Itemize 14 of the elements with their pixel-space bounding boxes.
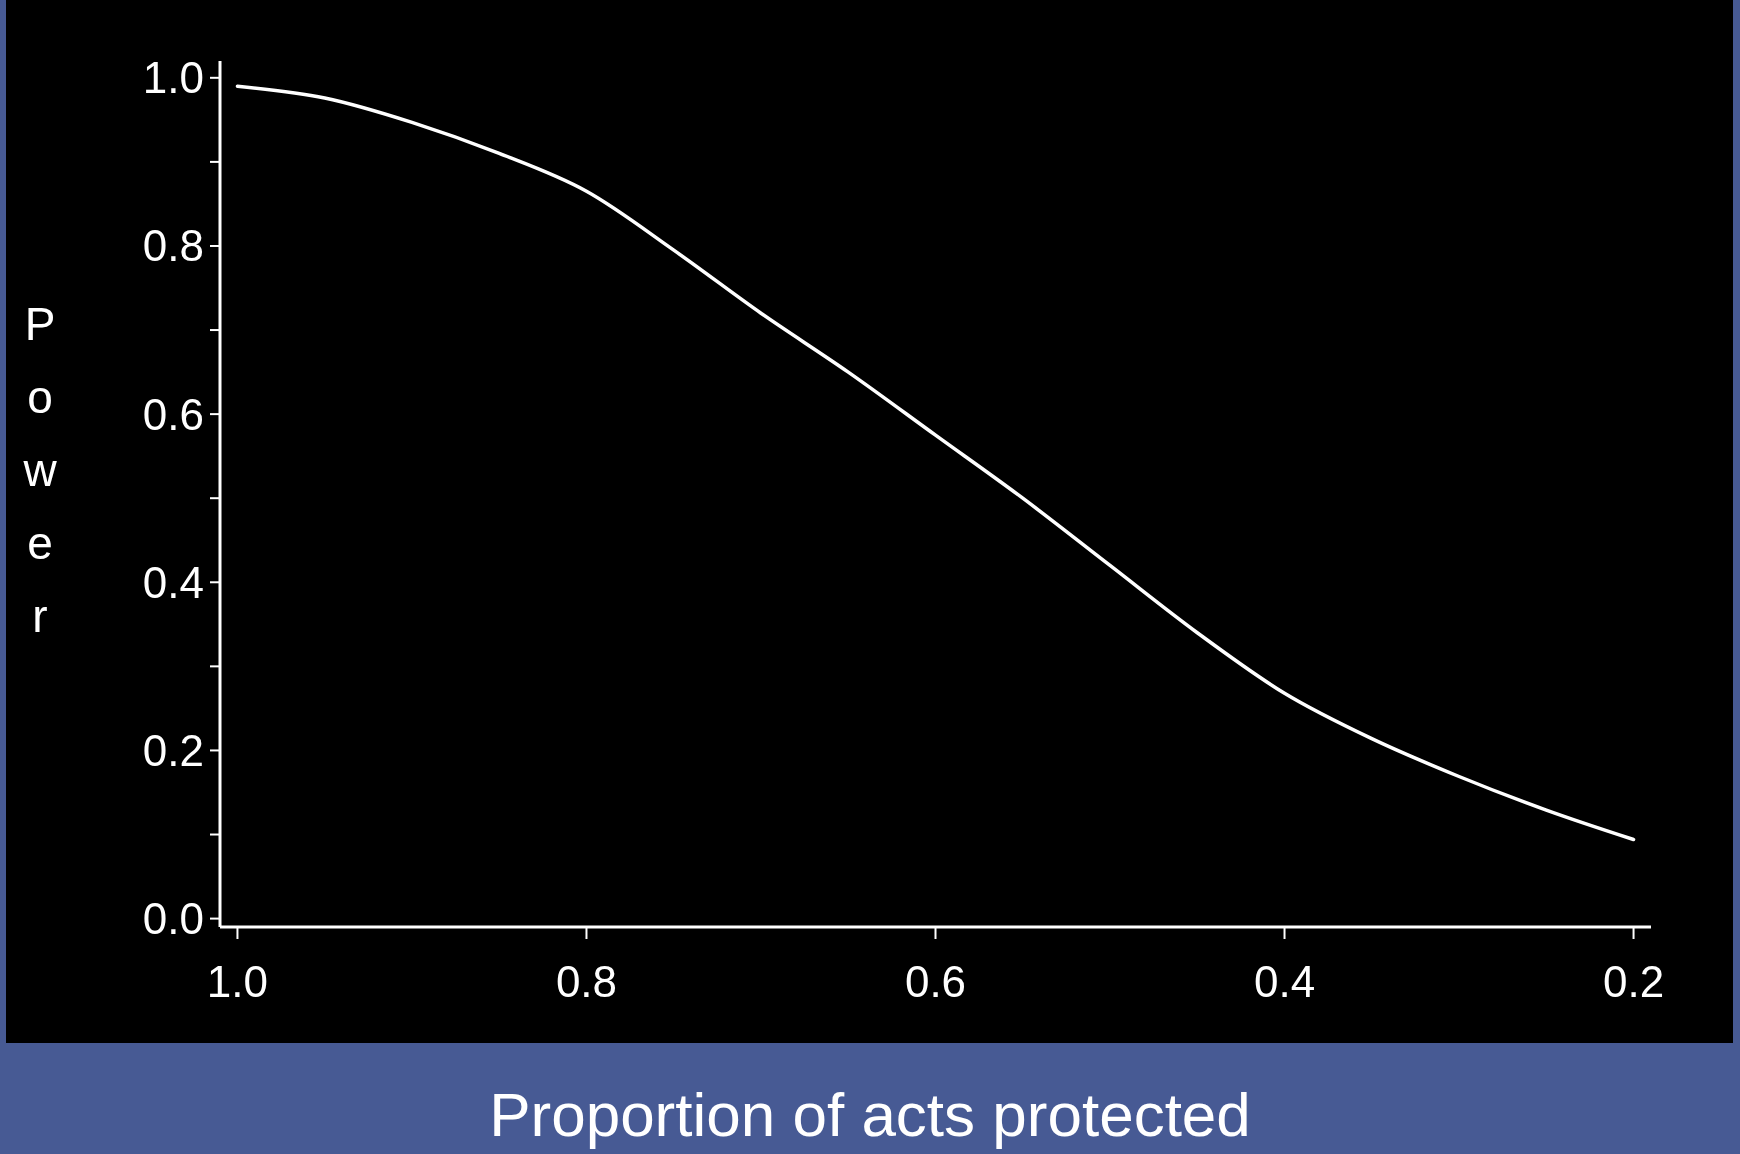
x-tick-label: 0.6: [904, 957, 967, 1006]
y-tick-label: 0.8: [142, 221, 204, 271]
line-series: [235, 84, 1636, 842]
x-tick-label: 0.2: [1602, 957, 1665, 1006]
y-tick-label: 0.0: [142, 893, 204, 943]
y-tick-label: 0.4: [142, 557, 204, 607]
y-axis-title: Power: [22, 298, 58, 642]
y-tick-label: 0.6: [142, 389, 204, 439]
x-tick-label: 1.0: [206, 957, 269, 1006]
x-tick-label: 0.8: [555, 957, 618, 1006]
y-tick-label: 0.2: [142, 725, 204, 775]
x-tick-label: 0.4: [1253, 957, 1316, 1006]
y-tick-label: 1.0: [142, 53, 204, 103]
x-axis-title: Proportion of acts protected: [489, 1080, 1251, 1149]
